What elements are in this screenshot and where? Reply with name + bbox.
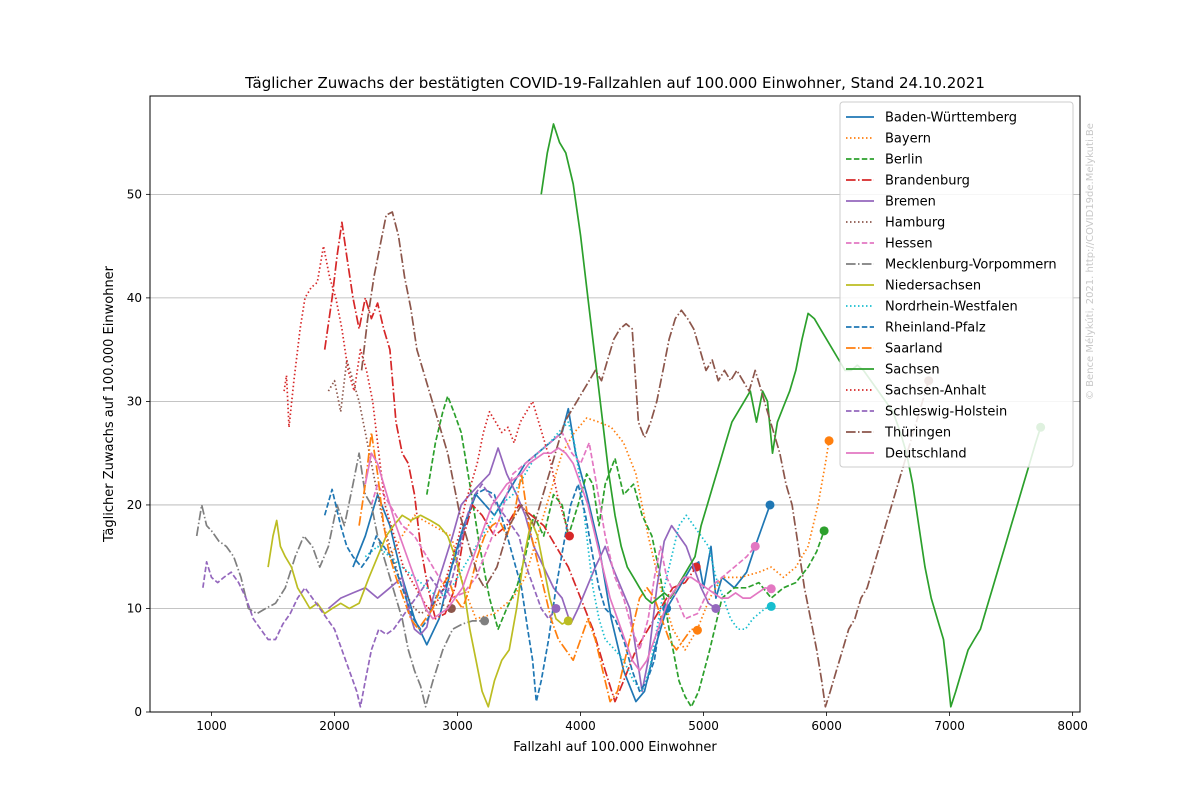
- legend-entry: Bremen: [885, 195, 936, 210]
- x-tick-label: 6000: [811, 719, 842, 733]
- series-9-line: [364, 421, 772, 693]
- series-6-endpoint: [750, 541, 760, 551]
- legend-entry: Baden-Württemberg: [885, 111, 1017, 126]
- y-tick-label: 40: [127, 291, 142, 305]
- series-2-line: [425, 395, 825, 708]
- y-tick-label: 30: [127, 394, 142, 408]
- legend-entry: Mecklenburg-Vorpommern: [885, 258, 1057, 273]
- legend-entry: Rheinland-Pfalz: [885, 321, 986, 336]
- legend-entry: Saarland: [885, 342, 943, 357]
- series-16-line: [364, 447, 772, 672]
- legend-frame: [839, 101, 1074, 468]
- series-7-line: [195, 452, 485, 708]
- legend-entry: Sachsen-Anhalt: [885, 384, 986, 399]
- chart-title: Täglicher Zuwachs der bestätigten COVID-…: [244, 74, 985, 92]
- legend-entry: Hamburg: [885, 216, 945, 231]
- series-13-line: [283, 245, 571, 610]
- y-tick-label: 0: [134, 705, 142, 719]
- series-16-endpoint: [766, 584, 776, 594]
- plot-area: [195, 123, 1046, 708]
- x-tick-label: 5000: [688, 719, 719, 733]
- y-axis-label: Täglicher Zuwachs auf 100.000 Einwohner: [102, 265, 117, 543]
- legend-entry: Hessen: [885, 237, 933, 252]
- series-4-line: [327, 447, 717, 693]
- series-10-line: [323, 483, 668, 703]
- series-3-line: [323, 221, 697, 703]
- series-0-line: [352, 407, 771, 703]
- x-axis-ticks: 1000 2000 3000 4000 5000 6000 7000 8000: [196, 712, 1088, 733]
- plot-frame: [149, 95, 1081, 713]
- legend-entry: Thüringen: [884, 426, 951, 441]
- x-tick-label: 3000: [442, 719, 473, 733]
- series-1-endpoint: [824, 436, 834, 446]
- legend-entry: Sachsen: [885, 363, 940, 378]
- y-tick-label: 10: [127, 601, 142, 615]
- y-axis-ticks: 0 10 20 30 40 50: [127, 187, 150, 719]
- series-4-endpoint: [711, 603, 721, 613]
- watermark: © Bence Mélykúti, 2021. http://COVID19de…: [1083, 123, 1097, 400]
- x-axis-label: Fallzahl auf 100.000 Einwohner: [513, 740, 717, 755]
- legend-entry: Berlin: [885, 153, 923, 168]
- series-12-line: [540, 123, 1042, 708]
- legend-entry: Niedersachsen: [885, 279, 981, 294]
- series-0-endpoint: [765, 500, 775, 510]
- series-11-endpoint: [692, 625, 702, 635]
- y-tick-label: 50: [127, 187, 142, 201]
- x-tick-label: 2000: [319, 719, 350, 733]
- x-tick-label: 7000: [934, 719, 965, 733]
- series-11-line: [358, 431, 698, 703]
- series-2-endpoint: [819, 526, 829, 536]
- series-8-line: [267, 514, 569, 708]
- x-tick-label: 4000: [565, 719, 596, 733]
- x-tick-label: 1000: [196, 719, 227, 733]
- series-8-endpoint: [563, 616, 573, 626]
- series-14-endpoint: [551, 603, 561, 613]
- series-9-endpoint: [766, 601, 776, 611]
- y-tick-label: 20: [127, 498, 142, 512]
- watermark-text: © Bence Mélykúti, 2021. http://COVID19de…: [1085, 123, 1096, 400]
- legend-entry: Schleswig-Holstein: [885, 405, 1007, 420]
- legend-entry: Brandenburg: [885, 174, 970, 189]
- legend: Baden-Württemberg Bayern Berlin Brandenburg…: [839, 101, 1074, 468]
- series-1-line: [389, 417, 830, 651]
- legend-entry: Deutschland: [885, 447, 967, 462]
- series-15-line: [360, 211, 930, 708]
- legend-entry: Bayern: [885, 132, 931, 147]
- x-tick-label: 8000: [1057, 719, 1088, 733]
- series-7-endpoint: [480, 616, 490, 626]
- series-13-endpoint: [564, 531, 574, 541]
- legend-entry: Nordrhein-Westfalen: [885, 300, 1018, 315]
